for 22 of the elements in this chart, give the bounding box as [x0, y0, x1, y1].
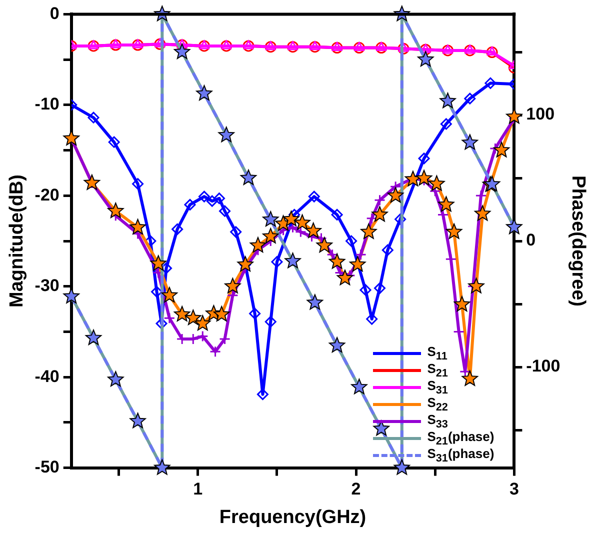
- y-tick-label: 0: [50, 4, 60, 23]
- y2-axis-title: Phase(degree): [567, 176, 588, 306]
- legend-label: S$_{22}$: [427, 395, 448, 414]
- legend-label: S$_{11}$: [427, 344, 448, 363]
- y2-tick-label: 0: [526, 230, 536, 250]
- legend-label: S$_{21}$: [427, 361, 448, 380]
- y2-tick-label: -100: [526, 356, 560, 376]
- y-tick-label: -20: [34, 185, 60, 204]
- y-tick-label: -30: [34, 276, 60, 296]
- y-tick-label: -50: [34, 457, 60, 476]
- legend-label: S$_{21}$(phase): [427, 429, 494, 448]
- x-tick-label: 1: [193, 480, 203, 499]
- x-tick-label: 2: [351, 480, 361, 499]
- y-tick-label: -10: [34, 94, 60, 114]
- legend-label: S$_{33}$: [427, 412, 448, 431]
- legend-label: S$_{31}$(phase): [427, 446, 494, 465]
- x-axis-title: Frequency(GHz): [219, 506, 366, 528]
- y-tick-label: -40: [34, 366, 60, 386]
- y2-tick-label: 100: [526, 104, 555, 124]
- y-axis-title: Magnitude(dB): [6, 174, 28, 308]
- x-tick-label: 3: [509, 480, 519, 499]
- legend-label: S$_{31}$: [427, 378, 448, 397]
